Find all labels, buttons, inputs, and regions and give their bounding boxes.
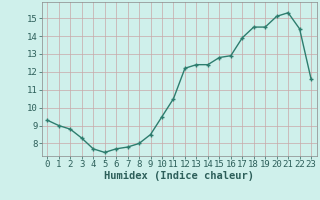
X-axis label: Humidex (Indice chaleur): Humidex (Indice chaleur) [104,171,254,181]
